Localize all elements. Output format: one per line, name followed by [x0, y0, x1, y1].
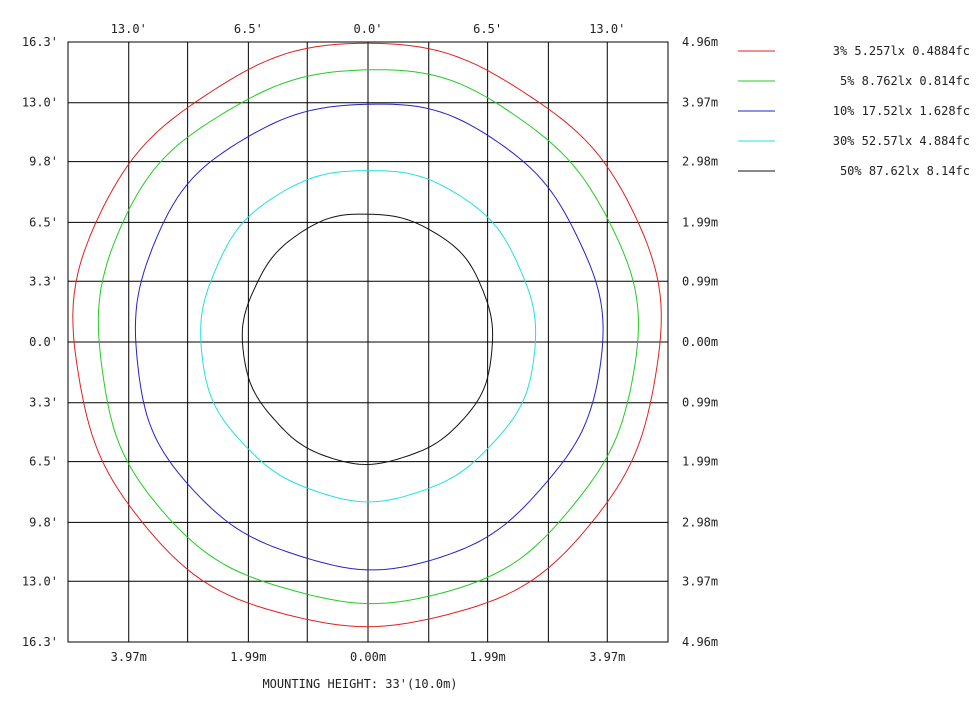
left-tick-label: 3.3' — [29, 274, 58, 288]
left-tick-label: 0.0' — [29, 335, 58, 349]
right-tick-label: 3.97m — [682, 574, 718, 588]
legend-label: 10% 17.52lx 1.628fc — [833, 104, 970, 118]
top-tick-label: 13.0' — [111, 22, 147, 36]
left-tick-label: 13.0' — [22, 96, 58, 110]
left-tick-label: 9.8' — [29, 515, 58, 529]
isolux-curves — [72, 42, 662, 628]
right-tick-label: 1.99m — [682, 215, 718, 229]
top-tick-label: 6.5' — [473, 22, 502, 36]
left-tick-label: 16.3' — [22, 35, 58, 49]
top-tick-label: 6.5' — [234, 22, 263, 36]
legend: 3% 5.257lx 0.4884fc 5% 8.762lx 0.814fc 10%… — [738, 44, 970, 178]
legend-label: 5% 8.762lx 0.814fc — [840, 74, 970, 88]
bottom-tick-label: 3.97m — [589, 650, 625, 664]
bottom-tick-label: 1.99m — [470, 650, 506, 664]
legend-label: 50% 87.62lx 8.14fc — [840, 164, 970, 178]
right-tick-label: 0.99m — [682, 396, 718, 410]
plot-frame — [67, 41, 669, 643]
isolux-curve-4 — [200, 170, 537, 503]
left-tick-label: 9.8' — [29, 155, 58, 169]
isolux-curve-2 — [97, 69, 639, 605]
chart-grid — [68, 41, 668, 643]
right-tick-label: 3.97m — [682, 96, 718, 110]
bottom-tick-label: 0.00m — [350, 650, 386, 664]
left-tick-label: 13.0' — [22, 574, 58, 588]
left-tick-label: 3.3' — [29, 396, 58, 410]
right-tick-label: 0.00m — [682, 335, 718, 349]
tick-labels: 13.0' 6.5' 0.0' 6.5' 13.0' 3.97m 1.99m 0.00m 1.9… — [22, 22, 718, 664]
isolux-curve-3 — [134, 103, 604, 571]
top-tick-label: 13.0' — [589, 22, 625, 36]
top-tick-label: 0.0' — [354, 22, 383, 36]
bottom-tick-label: 3.97m — [111, 650, 147, 664]
left-tick-label: 16.3' — [22, 635, 58, 649]
right-tick-label: 2.98m — [682, 155, 718, 169]
right-tick-label: 1.99m — [682, 455, 718, 469]
isolux-curve-1 — [72, 42, 662, 628]
bottom-tick-label: 1.99m — [230, 650, 266, 664]
left-tick-label: 6.5' — [29, 215, 58, 229]
legend-label: 3% 5.257lx 0.4884fc — [833, 44, 970, 58]
right-tick-label: 0.99m — [682, 274, 718, 288]
isolux-curve-5 — [241, 213, 494, 466]
right-tick-label: 2.98m — [682, 515, 718, 529]
legend-label: 30% 52.57lx 4.884fc — [833, 134, 970, 148]
left-tick-label: 6.5' — [29, 455, 58, 469]
right-tick-label: 4.96m — [682, 635, 718, 649]
x-axis-label: MOUNTING HEIGHT: 33'(10.0m) — [262, 677, 457, 691]
right-tick-label: 4.96m — [682, 35, 718, 49]
